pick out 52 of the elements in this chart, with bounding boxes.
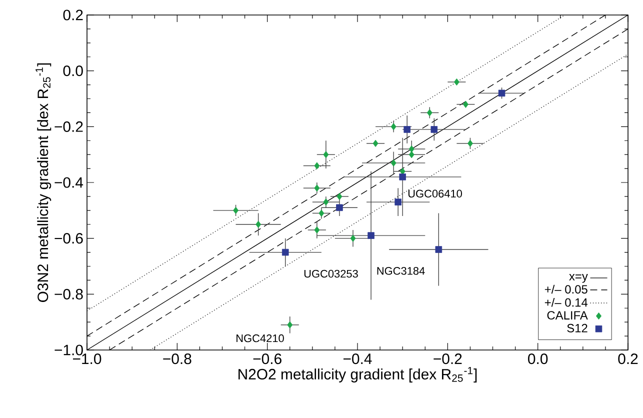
point: [399, 174, 406, 180]
x-tick-label: −0.6: [253, 354, 282, 364]
x-tick-label: 0.2: [618, 354, 638, 364]
x-tick-label: −1.0: [72, 354, 102, 364]
legend-label: S12: [567, 324, 588, 332]
point: [430, 126, 438, 133]
point: [314, 162, 320, 170]
point: [400, 168, 406, 175]
point: [368, 232, 374, 239]
point: [314, 226, 320, 234]
y-axis-title: O3N2 metallicity gradient [dex R$_{25}$$^{-1}$]: [36, 63, 52, 302]
point: [426, 109, 432, 116]
x-tick-label: −0.8: [163, 354, 192, 364]
point: [350, 234, 356, 242]
y-tick-label: 0.0: [63, 66, 83, 76]
point: [256, 220, 262, 228]
point: [408, 145, 414, 153]
point: [404, 126, 410, 133]
point: [282, 248, 289, 256]
annotation: UGC03253: [304, 270, 358, 278]
y-tick-label: −0.8: [54, 288, 83, 300]
point: [336, 192, 342, 200]
annotation: NGC4210: [236, 334, 284, 342]
x-tick-label: −0.2: [434, 354, 462, 364]
point: [318, 210, 324, 217]
point: [462, 100, 468, 108]
legend-label: +/– 0.05: [544, 284, 588, 294]
point: [467, 140, 473, 147]
y-tick-label: −0.2: [54, 121, 83, 132]
y-tick-label: −0.4: [54, 177, 84, 188]
point: [336, 204, 343, 212]
point: [435, 246, 442, 253]
annotation: NGC3184: [377, 267, 425, 275]
legend-label: +/– 0.14: [544, 298, 588, 307]
y-tick-label: −0.6: [54, 233, 83, 244]
point: [394, 198, 402, 206]
y-tick-label: −1.0: [54, 344, 83, 356]
point: [287, 321, 293, 328]
point: [454, 78, 460, 86]
x-axis-title: N2O2 metallicity gradient [dex R$_{25}$$^{-1}$]: [238, 366, 477, 382]
legend-label: x=y: [569, 274, 588, 283]
y-tick-label: 0.2: [63, 10, 83, 20]
point: [390, 159, 396, 167]
point: [408, 150, 414, 158]
x-tick-label: 0.0: [528, 354, 548, 364]
point: [498, 90, 506, 97]
annotation: UGC06410: [408, 190, 462, 198]
x-tick-label: −0.4: [343, 354, 372, 364]
point: [372, 140, 378, 147]
point: [323, 150, 329, 158]
legend-label: CALIFA: [547, 311, 588, 320]
point: [390, 123, 396, 130]
